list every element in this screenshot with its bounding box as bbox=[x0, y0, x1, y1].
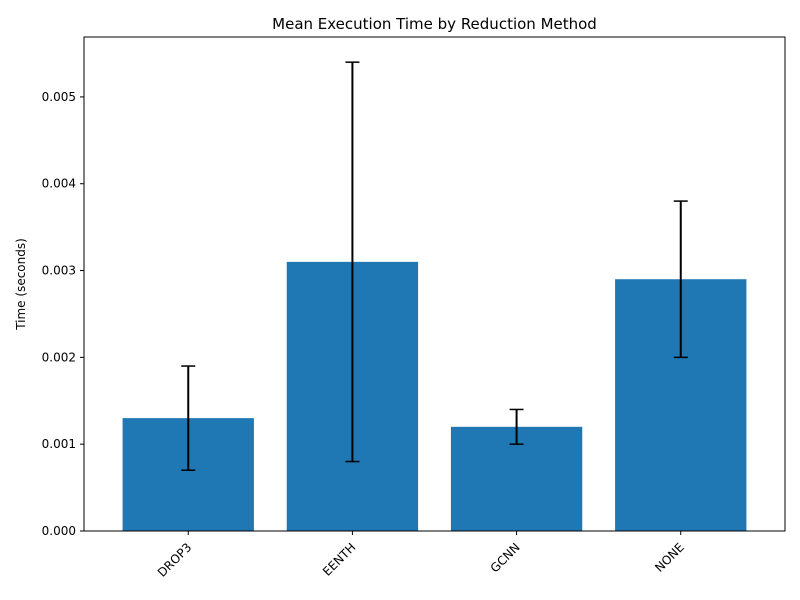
x-axis: DROP3 EENTH GCNN NONE bbox=[155, 531, 687, 580]
y-tick-label: 0.001 bbox=[42, 437, 76, 451]
x-tick-label-drop3: DROP3 bbox=[155, 540, 195, 580]
error-bars-group bbox=[181, 61, 688, 471]
y-tick-label: 0.002 bbox=[42, 350, 76, 364]
y-axis-label: Time (seconds) bbox=[14, 238, 28, 331]
x-tick-label-gcnn: GCNN bbox=[488, 540, 523, 575]
y-tick-label: 0.005 bbox=[42, 90, 76, 104]
chart-title: Mean Execution Time by Reduction Method bbox=[272, 15, 597, 33]
y-axis: 0.000 0.001 0.002 0.003 0.004 0.005 bbox=[42, 90, 84, 538]
plot-frame bbox=[83, 36, 786, 532]
x-tick-label-eenth: EENTH bbox=[320, 540, 359, 579]
x-tick-label-none: NONE bbox=[652, 540, 687, 575]
y-tick-label: 0.000 bbox=[42, 524, 76, 538]
bars-group bbox=[122, 261, 747, 531]
y-tick-label: 0.003 bbox=[42, 264, 76, 278]
y-tick-label: 0.004 bbox=[42, 177, 76, 191]
